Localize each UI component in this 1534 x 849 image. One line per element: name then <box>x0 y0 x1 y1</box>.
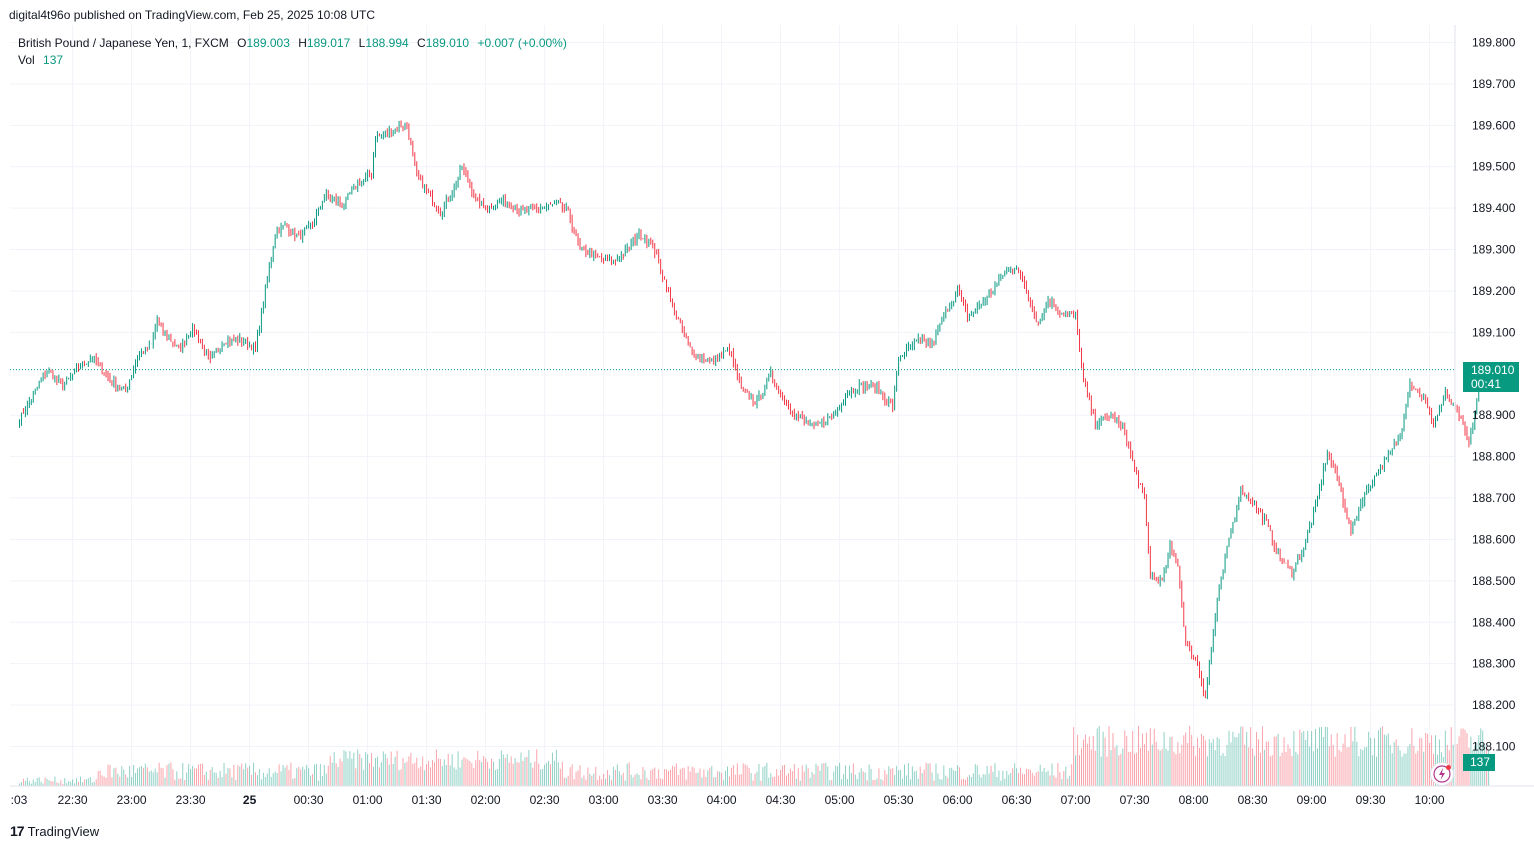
time-tick-label: 09:00 <box>1297 793 1327 807</box>
chart-grid <box>10 25 1455 786</box>
price-tick-label: 188.100 <box>1472 740 1516 754</box>
time-tick-label: 09:30 <box>1356 793 1386 807</box>
price-tick-label: 188.800 <box>1472 450 1516 464</box>
time-tick-label: 23:00 <box>117 793 147 807</box>
time-tick-label: 06:30 <box>1002 793 1032 807</box>
time-tick-label: 08:30 <box>1238 793 1268 807</box>
time-tick-label: 03:30 <box>648 793 678 807</box>
time-axis[interactable]: :03 22:30 23:00 23:30 25 00:30 01:00 01:30 02:00… <box>11 793 1445 807</box>
tradingview-logo-icon: 17 <box>10 823 25 839</box>
legend-close: 189.010 <box>425 36 470 50</box>
price-tick-label: 188.300 <box>1472 657 1516 671</box>
price-tick-label: 188.200 <box>1472 698 1516 712</box>
price-tick-label: 189.700 <box>1472 77 1516 91</box>
price-axis[interactable]: 189.800 189.700 189.600 189.500 189.400 189.3… <box>1472 36 1516 754</box>
last-price-tag: 189.010 00:41 <box>1463 362 1519 392</box>
time-tick-label: 06:00 <box>943 793 973 807</box>
time-tick-label: 23:30 <box>176 793 206 807</box>
published-info: digital4t96o published on TradingView.co… <box>9 8 376 22</box>
time-tick-label: 07:00 <box>1061 793 1091 807</box>
time-tick-label: 05:30 <box>884 793 914 807</box>
last-price-value: 189.010 <box>1471 363 1515 377</box>
legend-symbol[interactable]: British Pound / Japanese Yen, 1, FXCM <box>18 36 229 50</box>
legend-high: 189.017 <box>306 36 351 50</box>
tradingview-logo[interactable]: 17 TradingView <box>10 823 99 839</box>
time-tick-label: 01:30 <box>412 793 442 807</box>
lightning-icon[interactable] <box>1430 762 1454 786</box>
time-tick-label: 02:30 <box>530 793 560 807</box>
price-tick-label: 188.700 <box>1472 491 1516 505</box>
legend-open-label: O <box>237 36 247 50</box>
legend-close-label: C <box>417 36 426 50</box>
price-candles <box>19 120 1490 700</box>
legend-vol-label[interactable]: Vol <box>18 53 35 67</box>
time-tick-label: 04:00 <box>707 793 737 807</box>
time-tick-label: 04:30 <box>766 793 796 807</box>
price-tick-label: 189.800 <box>1472 36 1516 50</box>
legend-high-label: H <box>298 36 307 50</box>
price-tick-label: 189.100 <box>1472 325 1516 339</box>
time-tick-label: 01:00 <box>353 793 383 807</box>
price-tick-label: 188.600 <box>1472 532 1516 546</box>
price-tick-label: 189.200 <box>1472 284 1516 298</box>
price-tick-label: 188.900 <box>1472 408 1516 422</box>
time-tick-label: 07:30 <box>1120 793 1150 807</box>
price-tick-label: 188.400 <box>1472 615 1516 629</box>
legend-volume-row: Vol 137 <box>18 52 567 69</box>
price-tick-label: 189.400 <box>1472 201 1516 215</box>
price-tick-label: 189.300 <box>1472 243 1516 257</box>
time-tick-label: 03:00 <box>589 793 619 807</box>
legend-low: 188.994 <box>365 36 409 50</box>
time-tick-label: 22:30 <box>58 793 88 807</box>
price-tick-label: 189.500 <box>1472 160 1516 174</box>
time-tick-label: 10:00 <box>1415 793 1445 807</box>
time-tick-label: 08:00 <box>1179 793 1209 807</box>
legend-change: +0.007 (+0.00%) <box>477 36 567 50</box>
price-tick-label: 189.600 <box>1472 118 1516 132</box>
legend-open: 189.003 <box>246 36 290 50</box>
volume-bars <box>19 725 1490 786</box>
volume-tag: 137 <box>1463 754 1495 771</box>
time-tick-label: :03 <box>11 793 28 807</box>
time-tick-label: 00:30 <box>294 793 324 807</box>
bar-countdown: 00:41 <box>1471 377 1502 391</box>
legend-ohlc-row: British Pound / Japanese Yen, 1, FXCM O1… <box>18 35 567 52</box>
chart-legend: British Pound / Japanese Yen, 1, FXCM O1… <box>18 35 567 69</box>
time-tick-label: 02:00 <box>471 793 501 807</box>
time-tick-label: 25 <box>243 793 257 807</box>
legend-low-label: L <box>358 36 366 50</box>
legend-vol-value: 137 <box>43 53 64 67</box>
time-tick-label: 05:00 <box>825 793 855 807</box>
price-tick-label: 188.500 <box>1472 574 1516 588</box>
logo-text: TradingView <box>27 823 100 839</box>
